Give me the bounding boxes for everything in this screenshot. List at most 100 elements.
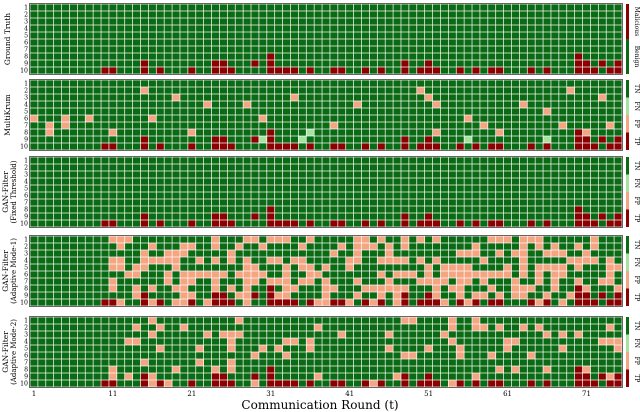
heatmap-cell bbox=[527, 94, 535, 101]
heatmap-cell bbox=[156, 299, 164, 306]
heatmap-cell bbox=[322, 264, 330, 271]
heatmap-cell bbox=[322, 380, 330, 387]
heatmap-cell bbox=[503, 331, 512, 338]
heatmap-cell bbox=[511, 185, 520, 192]
heatmap-cell bbox=[440, 11, 448, 18]
heatmap-cell bbox=[148, 250, 156, 257]
heatmap-cell bbox=[440, 157, 448, 164]
heatmap-cell bbox=[38, 199, 46, 206]
heatmap-cell bbox=[385, 171, 393, 178]
heatmap-cell bbox=[598, 80, 606, 87]
legend-label-tp: TP bbox=[633, 137, 640, 145]
heatmap-cell bbox=[361, 345, 370, 352]
heatmap-cell bbox=[361, 324, 370, 331]
heatmap-cell bbox=[543, 278, 551, 285]
heatmap-cell bbox=[598, 199, 606, 206]
heatmap-cell bbox=[346, 192, 354, 199]
heatmap-cell bbox=[464, 299, 472, 306]
heatmap-cell bbox=[227, 324, 235, 331]
heatmap-cell bbox=[440, 60, 448, 67]
heatmap-cell bbox=[535, 115, 543, 122]
heatmap-cell bbox=[519, 136, 527, 143]
heatmap-cell bbox=[140, 87, 149, 94]
heatmap-cell bbox=[259, 115, 267, 122]
heatmap-cell bbox=[511, 108, 520, 115]
heatmap-cell bbox=[125, 18, 133, 25]
heatmap-cell bbox=[235, 285, 243, 292]
heatmap-cell bbox=[54, 324, 62, 331]
heatmap-cell bbox=[61, 352, 70, 359]
heatmap-cell bbox=[46, 359, 54, 366]
heatmap-cell bbox=[353, 331, 362, 338]
heatmap-cell bbox=[543, 94, 551, 101]
heatmap-cell bbox=[290, 143, 299, 150]
heatmap-cell bbox=[219, 67, 227, 74]
heatmap-cell bbox=[519, 108, 527, 115]
heatmap-cell bbox=[101, 101, 109, 108]
heatmap-cell bbox=[46, 352, 54, 359]
heatmap-cell bbox=[38, 157, 46, 164]
heatmap-cell bbox=[361, 25, 370, 32]
heatmap-cell bbox=[282, 373, 291, 380]
heatmap-cell bbox=[85, 157, 93, 164]
heatmap-cell bbox=[409, 32, 417, 39]
heatmap-cell bbox=[69, 292, 78, 299]
heatmap-cell bbox=[164, 373, 172, 380]
heatmap-cell bbox=[69, 178, 78, 185]
heatmap-cell bbox=[188, 366, 196, 373]
heatmap-cell bbox=[472, 345, 480, 352]
heatmap-cell bbox=[464, 352, 472, 359]
heatmap-cell bbox=[77, 4, 85, 11]
heatmap-cell bbox=[527, 199, 535, 206]
heatmap-cell bbox=[322, 317, 330, 324]
heatmap-cell bbox=[251, 373, 259, 380]
heatmap-cell bbox=[472, 18, 480, 25]
heatmap-cell bbox=[519, 60, 527, 67]
row-tick-label: 5 bbox=[24, 186, 28, 193]
heatmap-cell bbox=[267, 285, 275, 292]
heatmap-cell bbox=[267, 220, 275, 227]
heatmap-cell bbox=[385, 18, 393, 25]
heatmap-cell bbox=[590, 67, 598, 74]
heatmap-cell bbox=[164, 108, 172, 115]
heatmap-cell bbox=[409, 359, 417, 366]
heatmap-cell bbox=[306, 331, 314, 338]
heatmap-cell bbox=[69, 338, 78, 345]
heatmap-cell bbox=[204, 236, 212, 243]
heatmap-cell bbox=[527, 192, 535, 199]
heatmap-cell bbox=[614, 317, 622, 324]
heatmap-cell bbox=[117, 115, 125, 122]
heatmap-cell bbox=[69, 4, 78, 11]
heatmap-cell bbox=[511, 87, 520, 94]
heatmap-cell bbox=[69, 115, 78, 122]
heatmap-cell bbox=[598, 285, 606, 292]
heatmap-cell bbox=[322, 199, 330, 206]
heatmap-cell bbox=[46, 157, 54, 164]
heatmap-cell bbox=[448, 220, 456, 227]
heatmap-cell bbox=[480, 11, 488, 18]
heatmap-cell bbox=[204, 345, 212, 352]
heatmap-cell bbox=[409, 80, 417, 87]
heatmap-cell bbox=[196, 299, 204, 306]
heatmap-cell bbox=[401, 108, 409, 115]
heatmap-cell bbox=[164, 115, 172, 122]
heatmap-cell bbox=[298, 53, 306, 60]
heatmap-cell bbox=[251, 115, 259, 122]
heatmap-cell bbox=[227, 101, 235, 108]
heatmap-cell bbox=[30, 94, 38, 101]
heatmap-cell bbox=[322, 366, 330, 373]
heatmap-cell bbox=[243, 4, 251, 11]
heatmap-cell bbox=[338, 171, 346, 178]
heatmap-cell bbox=[156, 206, 164, 213]
heatmap-cell bbox=[417, 39, 425, 46]
heatmap-cell bbox=[196, 185, 204, 192]
heatmap-cell bbox=[204, 46, 212, 53]
heatmap-cell bbox=[282, 278, 291, 285]
heatmap-cell bbox=[503, 171, 512, 178]
heatmap-cell bbox=[464, 264, 472, 271]
heatmap-cell bbox=[519, 285, 527, 292]
heatmap-cell bbox=[440, 46, 448, 53]
heatmap-cell bbox=[61, 271, 70, 278]
heatmap-cell bbox=[559, 345, 567, 352]
heatmap-cell bbox=[322, 243, 330, 250]
